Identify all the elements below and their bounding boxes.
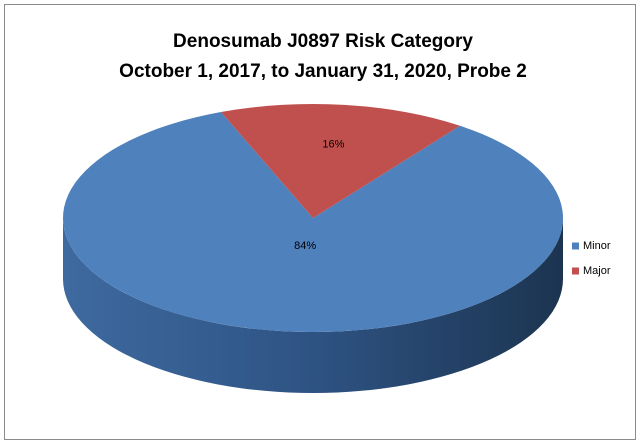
- legend-swatch: [572, 242, 579, 250]
- data-label: 84%: [294, 240, 316, 252]
- data-label: 16%: [322, 138, 344, 150]
- pie-slice: [63, 112, 564, 332]
- pie-side: [63, 218, 563, 393]
- legend-label: Minor: [583, 240, 611, 252]
- pie-slice: [220, 104, 460, 218]
- chart-subtitle: October 1, 2017, to January 31, 2020, Pr…: [119, 61, 527, 82]
- chart-title: Denosumab J0897 Risk Category: [173, 31, 473, 52]
- legend-label: Major: [583, 265, 611, 277]
- legend-swatch: [572, 267, 579, 275]
